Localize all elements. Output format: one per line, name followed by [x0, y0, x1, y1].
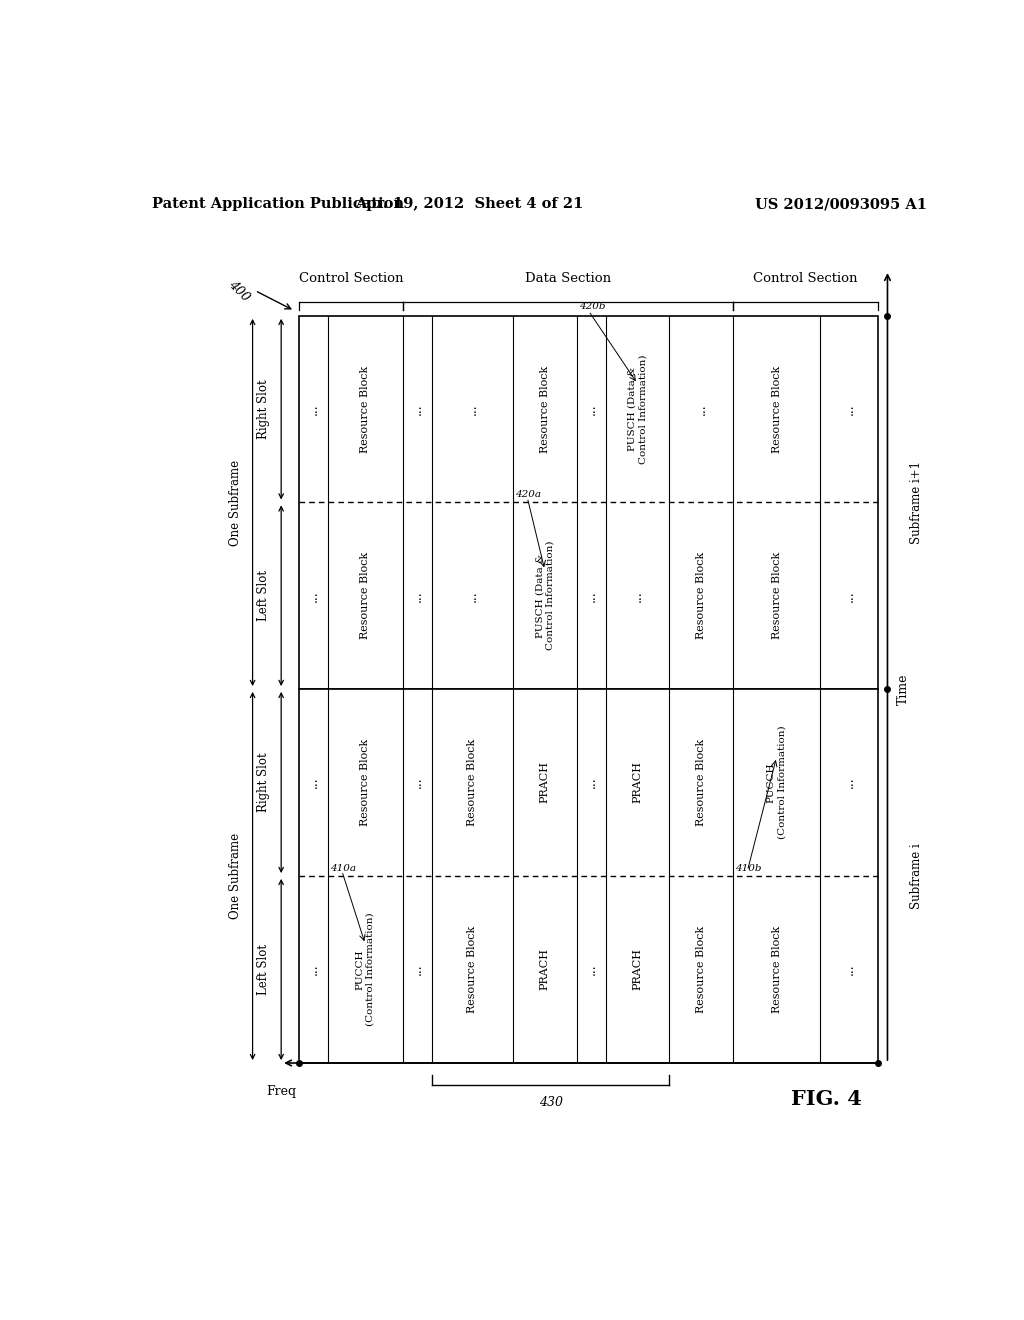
Text: PUCCH
(Control Information): PUCCH (Control Information)	[355, 912, 375, 1026]
Text: One Subframe: One Subframe	[228, 833, 242, 919]
Text: Apr. 19, 2012  Sheet 4 of 21: Apr. 19, 2012 Sheet 4 of 21	[355, 197, 584, 211]
Text: 410b: 410b	[735, 863, 762, 873]
Text: Control Section: Control Section	[299, 272, 403, 285]
Text: ...: ...	[306, 590, 319, 602]
Text: PRACH: PRACH	[633, 762, 642, 804]
Text: Resource Block: Resource Block	[771, 366, 781, 453]
Text: ...: ...	[843, 776, 855, 788]
Text: Resource Block: Resource Block	[467, 925, 477, 1014]
Text: PUSCH (Data &
Control Information): PUSCH (Data & Control Information)	[536, 541, 555, 651]
Text: ...: ...	[631, 590, 644, 602]
Text: Resource Block: Resource Block	[771, 925, 781, 1014]
Text: Left Slot: Left Slot	[257, 944, 270, 995]
Text: ...: ...	[843, 404, 855, 414]
Text: Freq: Freq	[266, 1085, 296, 1098]
Text: ...: ...	[585, 590, 598, 602]
Text: Left Slot: Left Slot	[257, 570, 270, 622]
Text: PRACH: PRACH	[540, 949, 550, 990]
Text: ...: ...	[585, 404, 598, 414]
Text: 420a: 420a	[515, 491, 542, 499]
Text: Data Section: Data Section	[525, 272, 611, 285]
Text: Resource Block: Resource Block	[360, 739, 371, 826]
Text: Right Slot: Right Slot	[257, 379, 270, 440]
Text: One Subframe: One Subframe	[228, 459, 242, 545]
Text: PRACH: PRACH	[633, 949, 642, 990]
Text: ...: ...	[843, 590, 855, 602]
Text: Subframe i: Subframe i	[909, 843, 923, 909]
Text: ...: ...	[411, 590, 424, 602]
Text: ...: ...	[585, 776, 598, 788]
Text: ...: ...	[466, 590, 479, 602]
Text: ...: ...	[585, 964, 598, 975]
Text: Right Slot: Right Slot	[257, 752, 270, 812]
Text: PUSCH (Data &
Control Information): PUSCH (Data & Control Information)	[628, 355, 647, 463]
Text: ...: ...	[694, 404, 708, 414]
Text: Resource Block: Resource Block	[360, 366, 371, 453]
Text: Subframe i+1: Subframe i+1	[909, 461, 923, 544]
Text: Resource Block: Resource Block	[540, 366, 550, 453]
Text: ...: ...	[306, 964, 319, 975]
Text: PRACH: PRACH	[540, 762, 550, 804]
Text: Patent Application Publication: Patent Application Publication	[152, 197, 403, 211]
Text: ...: ...	[411, 404, 424, 414]
Text: Resource Block: Resource Block	[771, 552, 781, 639]
Text: Resource Block: Resource Block	[360, 552, 371, 639]
Text: ...: ...	[411, 776, 424, 788]
Text: 430: 430	[539, 1096, 562, 1109]
Bar	[299, 689, 878, 1063]
Text: Time: Time	[897, 673, 910, 705]
Text: Resource Block: Resource Block	[696, 925, 707, 1014]
Text: FIG. 4: FIG. 4	[791, 1089, 862, 1109]
Text: 410a: 410a	[330, 863, 356, 873]
Text: ...: ...	[411, 964, 424, 975]
Text: ...: ...	[306, 776, 319, 788]
Text: ...: ...	[306, 404, 319, 414]
Text: 400: 400	[226, 277, 252, 304]
Text: Resource Block: Resource Block	[696, 552, 707, 639]
Text: Resource Block: Resource Block	[467, 739, 477, 826]
Text: Control Section: Control Section	[754, 272, 858, 285]
Bar	[299, 315, 878, 689]
Text: ...: ...	[466, 404, 479, 414]
Text: 420b: 420b	[580, 302, 605, 312]
Text: ...: ...	[843, 964, 855, 975]
Text: Resource Block: Resource Block	[696, 739, 707, 826]
Text: US 2012/0093095 A1: US 2012/0093095 A1	[755, 197, 927, 211]
Text: PUCCH
(Control Information): PUCCH (Control Information)	[767, 726, 786, 840]
